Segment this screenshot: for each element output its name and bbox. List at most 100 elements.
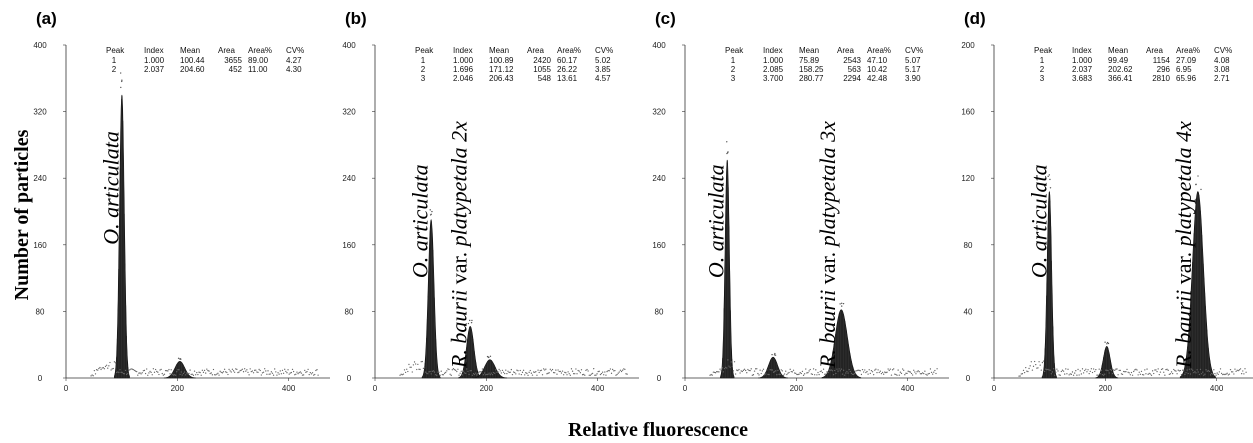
y-tick-label: 400 — [342, 41, 356, 50]
noise-dot — [921, 372, 924, 374]
noise-dot — [817, 371, 819, 374]
noise-dot — [271, 372, 274, 374]
table-cell: 100.44 — [180, 56, 205, 65]
noise-dot — [571, 370, 574, 372]
noise-dot — [171, 373, 173, 375]
noise-dot — [209, 372, 211, 375]
noise-dot — [450, 374, 452, 376]
peak-2-dot — [469, 319, 471, 322]
noise-dot — [437, 371, 439, 373]
noise-dot — [227, 373, 229, 376]
table-cell: 5.07 — [905, 56, 921, 65]
noise-dot — [133, 369, 136, 372]
noise-dot — [568, 373, 570, 375]
peak-2-histogram — [758, 352, 788, 379]
noise-dot — [496, 371, 498, 373]
noise-dot — [1186, 369, 1188, 371]
noise-dot — [549, 368, 551, 370]
noise-dot — [189, 369, 191, 371]
noise-dot — [299, 371, 301, 373]
table-header-4: Area% — [867, 46, 891, 55]
noise-dot — [928, 372, 930, 375]
noise-dot — [408, 363, 410, 366]
noise-dot — [462, 370, 465, 372]
noise-dot — [611, 368, 614, 371]
noise-dot — [619, 369, 622, 371]
noise-dot — [792, 369, 795, 371]
table-cell: 13.61 — [557, 74, 578, 83]
noise-dot — [287, 369, 289, 371]
noise-dot — [419, 368, 421, 371]
noise-dot — [1197, 371, 1199, 373]
peak-3-dot — [488, 356, 490, 359]
noise-dot — [831, 370, 834, 372]
noise-dot — [126, 373, 128, 376]
table-cell: 2.71 — [1214, 74, 1230, 83]
noise-dot — [1170, 371, 1173, 373]
noise-dot — [467, 370, 469, 373]
noise-dot — [878, 371, 880, 374]
noise-dot — [138, 372, 140, 374]
noise-dot — [753, 370, 756, 372]
noise-dot — [1098, 368, 1100, 370]
noise-dot — [1149, 373, 1152, 375]
noise-dot — [875, 368, 877, 370]
noise-dot — [1026, 370, 1028, 372]
noise-dot — [1233, 373, 1235, 375]
noise-dot — [266, 373, 268, 375]
noise-dot — [536, 374, 538, 376]
noise-dot — [906, 372, 908, 375]
noise-dot — [733, 361, 736, 363]
noise-dot — [134, 370, 137, 372]
noise-dot — [1121, 373, 1124, 376]
noise-dot — [127, 372, 129, 375]
noise-dot — [852, 373, 855, 376]
noise-dot — [1242, 370, 1244, 372]
noise-dot — [505, 369, 507, 371]
noise-dot — [565, 372, 567, 374]
noise-dot — [589, 374, 592, 376]
noise-dot — [575, 368, 577, 370]
table-cell: 2 — [421, 65, 426, 74]
noise-dot — [820, 370, 822, 372]
noise-dot — [1217, 373, 1219, 376]
table-cell: 1 — [112, 56, 117, 65]
peak-1-dot — [429, 214, 432, 216]
species-label: R. baurii var. platypetala 4x — [1171, 121, 1196, 369]
noise-dot — [896, 374, 898, 376]
noise-dot — [1020, 373, 1022, 375]
noise-dot — [1115, 368, 1117, 370]
noise-dot — [869, 372, 871, 375]
noise-dot — [808, 370, 810, 372]
noise-dot — [607, 369, 609, 372]
y-tick-label: 40 — [964, 307, 973, 316]
noise-dot — [1219, 368, 1222, 370]
noise-dot — [558, 370, 560, 373]
noise-dot — [793, 372, 796, 374]
noise-dot — [779, 373, 781, 376]
noise-dot — [251, 370, 254, 372]
noise-dot — [1245, 371, 1247, 373]
noise-dot — [822, 368, 825, 370]
noise-dot — [509, 371, 511, 373]
noise-dot — [1163, 371, 1165, 373]
noise-dot — [416, 368, 418, 371]
noise-dot — [907, 370, 909, 372]
noise-dot — [873, 374, 875, 376]
table-header-5: CV% — [905, 46, 923, 55]
noise-dot — [1165, 368, 1167, 371]
noise-dot — [1147, 373, 1149, 375]
noise-dot — [1065, 368, 1067, 370]
noise-dot — [1168, 373, 1170, 376]
noise-dot — [624, 368, 626, 371]
noise-dot — [183, 371, 186, 373]
noise-dot — [711, 374, 713, 376]
noise-dot — [1194, 371, 1196, 373]
table-cell: 1.000 — [1072, 56, 1093, 65]
noise-dot — [512, 371, 515, 373]
noise-dot — [207, 369, 209, 372]
noise-dot — [285, 370, 287, 372]
noise-dot — [854, 372, 856, 375]
noise-dot — [776, 374, 778, 376]
